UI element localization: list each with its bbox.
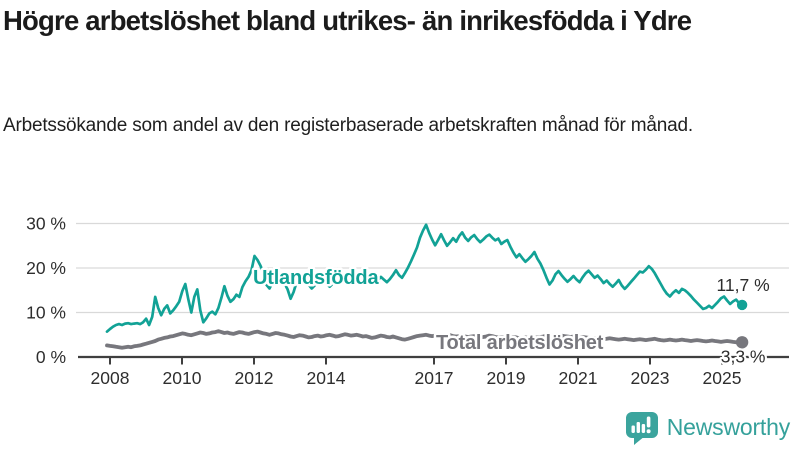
x-axis-tick-label: 2019: [487, 368, 526, 388]
y-axis-tick-label: 10 %: [26, 303, 66, 323]
x-axis-tick-label: 2008: [91, 368, 130, 388]
unemployment-line-chart: 0 % 10 % 20 % 30 % 2008 2010 2012 2014 2017 2019 2…: [26, 214, 789, 388]
series-line-total-arbetsloshet: [105, 329, 744, 350]
chart-area: 0 % 10 % 20 % 30 % 2008 2010 2012 2014 2017 2019 2…: [0, 195, 800, 405]
end-value-label-utlandsfodda: 11,7 %: [717, 275, 770, 295]
x-axis-tick-label: 2021: [559, 368, 598, 388]
end-dot-total-arbetsloshet: [735, 336, 749, 349]
newsworthy-logo: Newsworthy: [624, 409, 790, 446]
x-axis-tick-label: 2010: [163, 368, 202, 388]
chart-subtitle: Arbetssökande som andel av den registerb…: [3, 115, 693, 136]
series-line-utlandsfodda: [105, 223, 744, 333]
end-value-label-total-arbetsloshet: 3,3 %: [721, 347, 766, 367]
x-axis-tick-label: 2023: [631, 368, 670, 388]
x-axis-tick-label: 2014: [307, 368, 346, 388]
page-title: Högre arbetslöshet bland utrikes- än inr…: [3, 5, 692, 36]
y-axis-tick-label: 20 %: [26, 258, 66, 278]
series-label-utlandsfodda: Utlandsfödda: [253, 267, 379, 289]
y-axis-tick-label: 30 %: [26, 214, 66, 234]
x-axis-tick-label: 2017: [415, 368, 454, 388]
x-axis-tick-label: 2012: [235, 368, 274, 388]
brand-name: Newsworthy: [666, 414, 790, 440]
x-axis-tick-label: 2025: [703, 368, 742, 388]
y-axis-tick-label: 0 %: [36, 347, 66, 367]
series-label-total-arbetsloshet: Total arbetslöshet: [436, 332, 604, 354]
bar-chart-speech-bubble-icon: [625, 412, 658, 445]
end-dot-utlandsfodda: [736, 299, 748, 311]
